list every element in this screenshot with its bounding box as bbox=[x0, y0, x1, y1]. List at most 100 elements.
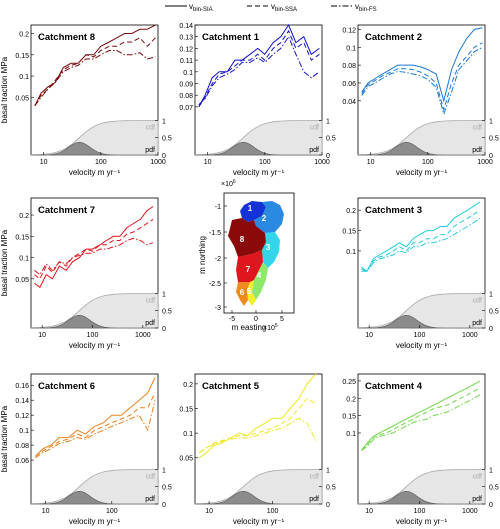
map-region-label-8: 8 bbox=[240, 235, 245, 244]
cdf-area bbox=[30, 120, 159, 156]
map-region-label-4: 4 bbox=[257, 271, 262, 280]
y-tick-label: 0.12 bbox=[342, 27, 356, 34]
x-tick-label: 10 bbox=[365, 332, 373, 339]
right-tick-label: 1 bbox=[489, 118, 493, 125]
map-region-label-7: 7 bbox=[246, 265, 251, 274]
y-tick-label: 0.1 bbox=[183, 70, 193, 77]
series-line-1 bbox=[34, 206, 154, 289]
map-ytick-label: -2 bbox=[215, 256, 221, 263]
x-axis-label: velocity m yr⁻¹ bbox=[69, 341, 121, 350]
pdf-area bbox=[31, 490, 158, 505]
y-axis-label: basal traction MPa bbox=[0, 405, 9, 472]
y-tick-label: 0.05 bbox=[179, 456, 193, 463]
y-tick-label: 0.11 bbox=[180, 58, 193, 65]
pdf-area bbox=[358, 141, 485, 156]
series-line-1 bbox=[361, 201, 481, 273]
y-tick-label: 0.04 bbox=[342, 99, 356, 106]
y-tick-label: 0.2 bbox=[183, 382, 193, 389]
map-yticks: -1 -1.5 -2 -2.5 -3 bbox=[209, 204, 227, 312]
pdf-area bbox=[358, 490, 485, 505]
series-line-3 bbox=[34, 50, 156, 107]
pdf-area bbox=[31, 141, 158, 156]
y-tick-label: 0.08 bbox=[342, 63, 356, 70]
x-tick-label: 100 bbox=[267, 508, 279, 515]
panel-title: Catchment 1 bbox=[202, 32, 260, 43]
series-line-3 bbox=[361, 394, 481, 451]
right-tick-label: 0.5 bbox=[326, 136, 336, 143]
y-tick-label: 0.14 bbox=[179, 23, 193, 30]
pdf-label: pdf bbox=[472, 320, 482, 327]
map-region-2 bbox=[254, 201, 284, 233]
y-tick-label: 0.15 bbox=[15, 53, 29, 60]
x-tick-label: 10 bbox=[204, 159, 212, 166]
map-region-7 bbox=[236, 250, 263, 282]
series-line-2 bbox=[34, 218, 154, 280]
panel-title: Catchment 3 bbox=[365, 205, 422, 216]
right-tick-label: 0.5 bbox=[162, 309, 172, 316]
x-tick-label: 10 bbox=[42, 508, 50, 515]
map-ylabel: m northing bbox=[198, 236, 207, 274]
right-tick-label: 0 bbox=[489, 326, 493, 333]
y-tick-label: 0.08 bbox=[15, 443, 29, 450]
series-line-3 bbox=[34, 237, 154, 276]
right-tick-label: 1 bbox=[162, 467, 166, 474]
y-tick-label: 0.2 bbox=[19, 32, 29, 39]
x-tick-label: 1000 bbox=[477, 159, 493, 166]
map-region-label-3: 3 bbox=[266, 243, 271, 252]
right-tick-label: 0.5 bbox=[162, 136, 172, 143]
pdf-label: pdf bbox=[145, 496, 155, 503]
y-tick-label: 0.08 bbox=[179, 93, 193, 100]
right-tick-label: 0 bbox=[489, 502, 493, 509]
y-tick-label: 0.2 bbox=[19, 213, 29, 220]
right-tick-label: 0.5 bbox=[162, 485, 172, 492]
series-line-2 bbox=[199, 397, 317, 454]
y-tick-label: 0.25 bbox=[342, 379, 356, 386]
x-axis-label: velocity m yr⁻¹ bbox=[233, 517, 285, 526]
x-tick-label: 10 bbox=[365, 508, 373, 515]
x-tick-label: 1000 bbox=[135, 332, 151, 339]
pdf-area bbox=[195, 490, 322, 505]
map-xticks: -5 0 5 bbox=[229, 310, 284, 323]
y-tick-label: 0.12 bbox=[15, 413, 29, 420]
map-x-exponent: ×105 bbox=[263, 323, 278, 332]
map-ytick-label: -1 bbox=[215, 204, 221, 211]
map-region-1 bbox=[240, 201, 266, 222]
series-line-1 bbox=[198, 23, 320, 108]
pdf-area bbox=[31, 314, 158, 329]
map-ytick-label: -2.5 bbox=[209, 281, 221, 288]
y-tick-label: 0.12 bbox=[179, 46, 193, 53]
right-tick-label: 0 bbox=[162, 326, 166, 333]
cdf-area bbox=[357, 120, 486, 156]
x-tick-label: 10 bbox=[205, 508, 213, 515]
series-line-2 bbox=[361, 209, 481, 272]
series-line-1 bbox=[361, 27, 483, 103]
chart-panel-5: cdf pdf 1 0.5 0 0.1 0.15 0.2 10 100 1000 Catchment … bbox=[342, 197, 499, 350]
chart-panel-2: cdf pdf 1 0.5 0 0.07 0.08 0.09 0.1 0.11 0.12 0.13 0.… bbox=[179, 23, 335, 177]
x-axis-label: velocity m yr⁻¹ bbox=[396, 517, 448, 526]
legend-label-1: vbin-SIA bbox=[189, 2, 213, 13]
chart-panel-4: cdf pdf 1 0.5 0 0.05 0.1 0.15 0.2 10 100 1000 Catchm… bbox=[0, 197, 172, 350]
x-tick-label: 100 bbox=[87, 332, 99, 339]
right-tick-label: 0 bbox=[326, 502, 330, 509]
map-region-5 bbox=[247, 280, 256, 306]
map-region-4 bbox=[252, 262, 268, 300]
chart-panel-1: cdf pdf 1 0.5 0 0.05 0.1 0.15 0.2 10 100 1000 Catchm… bbox=[0, 24, 172, 177]
right-tick-label: 0 bbox=[326, 153, 330, 160]
y-tick-label: 0.1 bbox=[346, 45, 356, 52]
x-axis-label: velocity m yr⁻¹ bbox=[233, 168, 285, 177]
right-tick-label: 1 bbox=[489, 291, 493, 298]
right-tick-label: 0.5 bbox=[489, 309, 499, 316]
legend-label-3: vbin-FS bbox=[355, 2, 377, 13]
y-tick-label: 0.15 bbox=[342, 229, 356, 236]
cdf-area bbox=[357, 469, 486, 505]
y-tick-label: 0.1 bbox=[183, 431, 193, 438]
series-line-1 bbox=[361, 380, 481, 451]
panel-title: Catchment 5 bbox=[202, 381, 260, 392]
map-xtick-label: 0 bbox=[254, 316, 258, 323]
y-axis-label: basal traction MPa bbox=[0, 56, 9, 123]
cdf-label: cdf bbox=[473, 125, 482, 132]
right-tick-label: 1 bbox=[162, 291, 166, 298]
pdf-label: pdf bbox=[309, 496, 319, 503]
panel-title: Catchment 4 bbox=[365, 381, 423, 392]
